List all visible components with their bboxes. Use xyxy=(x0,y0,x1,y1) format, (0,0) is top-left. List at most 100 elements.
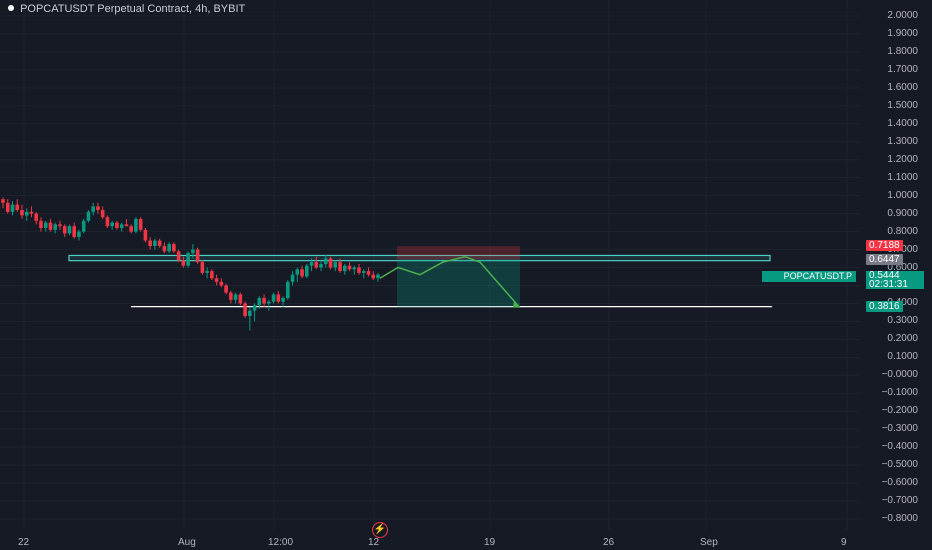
candle-body xyxy=(224,285,228,293)
y-tick-label: 0.8000 xyxy=(887,225,918,237)
candle-body xyxy=(229,292,233,300)
current-price: 0.5444 xyxy=(869,270,900,281)
candle-body xyxy=(210,271,214,279)
candle-body xyxy=(309,262,314,266)
target-price-badge: 0.3816 xyxy=(866,301,903,312)
candle-body xyxy=(81,220,86,232)
candle-body xyxy=(376,274,380,279)
projection-line xyxy=(379,255,520,308)
candle-body xyxy=(62,226,67,234)
y-tick-label: −0.2000 xyxy=(881,405,918,417)
chart-title[interactable]: POPCATUSDT Perpetual Contract, 4h, BYBIT xyxy=(8,3,245,15)
candle-body xyxy=(72,226,77,237)
candle-body xyxy=(300,269,304,277)
candle-body xyxy=(29,211,34,214)
symbol-badge: POPCATUSDT.P xyxy=(762,271,856,282)
candle-body xyxy=(286,281,290,299)
candle-body xyxy=(119,224,124,228)
candle-body xyxy=(34,213,39,221)
candle-body xyxy=(233,294,238,300)
candle-body xyxy=(205,271,209,273)
candle-body xyxy=(167,244,171,252)
candle-body xyxy=(172,244,176,252)
x-tick-label: 19 xyxy=(484,537,496,548)
y-tick-label: 0.4000 xyxy=(887,297,918,309)
x-tick-label: Aug xyxy=(178,537,196,548)
candle-body xyxy=(134,218,138,232)
candle-body xyxy=(1,199,5,203)
candle-body xyxy=(162,245,167,252)
status-dot-icon xyxy=(8,5,14,11)
y-tick-label: −0.7000 xyxy=(881,495,918,507)
y-tick-label: 0.1000 xyxy=(887,351,918,363)
candle-body xyxy=(157,240,162,246)
candle-body xyxy=(333,262,338,268)
candle-body xyxy=(39,220,43,228)
candle-body xyxy=(352,267,357,270)
y-tick-label: 1.4000 xyxy=(887,117,918,129)
candle-body xyxy=(323,258,328,264)
y-tick-label: −0.1000 xyxy=(881,387,918,399)
candle-body xyxy=(295,269,300,275)
lightning-icon[interactable]: ⚡ xyxy=(372,522,388,538)
candle-body xyxy=(20,210,24,216)
candle-body xyxy=(58,224,62,227)
candle-body xyxy=(110,222,114,227)
x-tick-label: 12 xyxy=(368,537,380,548)
y-tick-label: 1.1000 xyxy=(887,171,918,183)
candle-body xyxy=(138,218,143,230)
candle-body xyxy=(5,202,10,212)
candle-body xyxy=(214,278,219,282)
candle-body xyxy=(105,217,110,227)
take-profit-zone xyxy=(397,259,520,307)
y-tick-label: 0.2000 xyxy=(887,333,918,345)
x-tick-label: 9 xyxy=(841,537,847,548)
y-tick-label: −0.6000 xyxy=(881,477,918,489)
x-tick-label: 22 xyxy=(18,537,30,548)
candles xyxy=(1,197,380,331)
y-tick-label: 1.6000 xyxy=(887,81,918,93)
current-price-badge: 0.5444 02:31:31 xyxy=(866,270,924,290)
candle-body xyxy=(124,224,129,227)
stop-price-badge: 0.7188 xyxy=(866,240,903,251)
y-tick-label: 0.3000 xyxy=(887,315,918,327)
candle-body xyxy=(252,305,257,311)
candle-body xyxy=(129,226,133,232)
candle-body xyxy=(15,204,20,211)
projection-path xyxy=(379,255,521,308)
y-tick-label: 2.0000 xyxy=(887,10,918,21)
candle-body xyxy=(77,231,81,237)
candle-body xyxy=(338,262,342,272)
candle-body xyxy=(281,298,285,302)
candle-body xyxy=(276,294,281,302)
candle-body xyxy=(100,210,105,218)
y-tick-label: −0.4000 xyxy=(881,441,918,453)
y-tick-label: 1.0000 xyxy=(887,189,918,201)
candle-body xyxy=(148,240,152,246)
y-tick-label: 1.8000 xyxy=(887,45,918,57)
candle-body xyxy=(290,274,295,282)
candle-body xyxy=(96,206,100,211)
candle-body xyxy=(248,310,252,317)
candle-body xyxy=(342,265,347,272)
y-tick-label: 0.6000 xyxy=(887,261,918,273)
y-tick-label: −0.5000 xyxy=(881,459,918,471)
y-tick-label: −0.3000 xyxy=(881,423,918,435)
chart-title-text: POPCATUSDT Perpetual Contract, 4h, BYBIT xyxy=(20,3,246,15)
candle-body xyxy=(153,240,157,246)
candle-body xyxy=(86,211,91,221)
candle-body xyxy=(328,258,333,268)
candle-body xyxy=(91,206,95,212)
y-tick-label: 0.9000 xyxy=(887,207,918,219)
candle-body xyxy=(43,222,48,228)
candle-body xyxy=(219,281,224,286)
y-tick-label: 1.5000 xyxy=(887,99,918,111)
entry-price-badge: 0.6447 xyxy=(866,254,903,265)
candle-body xyxy=(257,298,262,306)
grid-lines xyxy=(0,0,860,530)
y-tick-label: 1.9000 xyxy=(887,27,918,39)
x-tick-label: 12:00 xyxy=(268,537,294,548)
candle-body xyxy=(186,253,190,266)
projection-arrow xyxy=(513,300,521,308)
